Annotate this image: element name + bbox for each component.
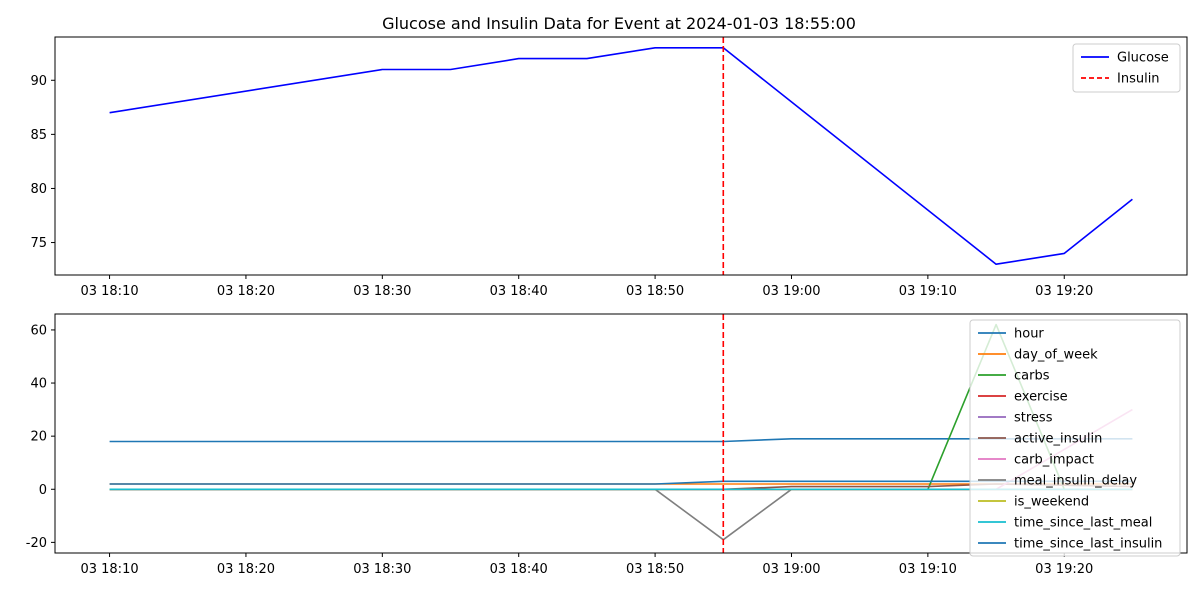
x-tick-label: 03 18:50	[626, 562, 684, 577]
legend-label: carbs	[1014, 369, 1050, 384]
y-tick-label: 85	[30, 128, 47, 143]
legend-label: carb_impact	[1014, 453, 1094, 468]
y-tick-label: 75	[30, 236, 47, 251]
features-panel: 03 18:10 03 18:20 03 18:30 03 18:40 03 18:50…	[26, 313, 1188, 577]
x-tick-label: 03 19:10	[899, 562, 957, 577]
legend: Glucose Insulin	[1072, 43, 1181, 93]
series-line-hour	[109, 437, 1133, 443]
series-line-Glucose	[109, 46, 1133, 266]
legend-label: Insulin	[1117, 72, 1160, 87]
y-tick-label: 60	[30, 323, 47, 338]
legend-box	[1072, 43, 1181, 93]
top-chart-title: Glucose and Insulin Data for Event at 20…	[382, 14, 856, 33]
y-tick-label: -20	[26, 536, 47, 551]
axes-frame	[54, 36, 1188, 276]
legend-label: active_insulin	[1014, 432, 1102, 447]
legend-label: meal_insulin_delay	[1014, 474, 1137, 489]
legend-label: time_since_last_meal	[1014, 516, 1152, 531]
x-tick-label: 03 19:10	[899, 284, 957, 299]
x-tick-label: 03 18:10	[80, 284, 138, 299]
y-tick-label: 0	[39, 483, 47, 498]
legend-label: day_of_week	[1014, 348, 1098, 363]
x-tick-label: 03 18:40	[490, 562, 548, 577]
y-tick-label: 20	[30, 430, 47, 445]
legend-label: hour	[1014, 327, 1044, 342]
x-tick-label: 03 19:00	[762, 284, 820, 299]
axes-frame	[54, 313, 1188, 554]
legend-label: time_since_last_insulin	[1014, 537, 1162, 552]
y-tick-label: 90	[30, 74, 47, 89]
legend-label: exercise	[1014, 390, 1068, 405]
x-tick-label: 03 18:40	[490, 284, 548, 299]
y-tick-label: 40	[30, 377, 47, 392]
legend-label: Glucose	[1117, 51, 1169, 66]
y-tick-label: 80	[30, 182, 47, 197]
x-tick-label: 03 18:50	[626, 284, 684, 299]
x-tick-label: 03 19:00	[762, 562, 820, 577]
x-tick-label: 03 19:20	[1035, 562, 1093, 577]
series-line-time-since-last-insulin	[109, 480, 1133, 485]
x-tick-label: 03 18:20	[217, 284, 275, 299]
x-tick-label: 03 18:20	[217, 562, 275, 577]
x-tick-label: 03 18:30	[353, 284, 411, 299]
x-tick-label: 03 18:30	[353, 562, 411, 577]
x-tick-label: 03 19:20	[1035, 284, 1093, 299]
glucose-panel: 03 18:10 03 18:20 03 18:30 03 18:40 03 18:50…	[30, 36, 1188, 299]
x-tick-label: 03 18:10	[80, 562, 138, 577]
legend-box	[969, 319, 1181, 557]
legend-label: stress	[1014, 411, 1053, 426]
legend-label: is_weekend	[1014, 495, 1089, 510]
